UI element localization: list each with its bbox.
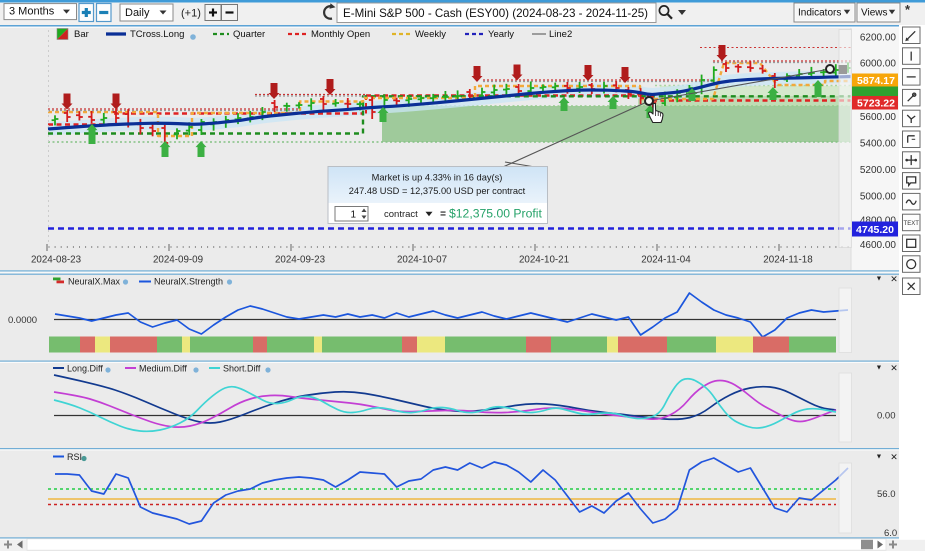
- svg-text:contract: contract: [384, 209, 418, 220]
- svg-text:E-Mini S&P 500 - Cash (ESY00): E-Mini S&P 500 - Cash (ESY00) (2024-08-2…: [343, 7, 648, 20]
- svg-text:2024-11-18: 2024-11-18: [763, 255, 813, 266]
- svg-text:TCross.Long: TCross.Long: [130, 29, 184, 40]
- svg-text:✕: ✕: [890, 452, 898, 462]
- svg-text:Weekly: Weekly: [415, 29, 446, 40]
- svg-text:2024-10-21: 2024-10-21: [519, 255, 569, 266]
- svg-text:NeuralX.Max: NeuralX.Max: [68, 277, 121, 287]
- svg-text:4600.00: 4600.00: [860, 240, 897, 251]
- svg-text:0.00: 0.00: [877, 411, 896, 422]
- svg-text:5874.17: 5874.17: [857, 75, 895, 87]
- svg-text:RSI: RSI: [67, 452, 82, 462]
- svg-text:✕: ✕: [890, 363, 898, 373]
- svg-text:Long.Diff: Long.Diff: [67, 364, 103, 374]
- svg-text:NeuralX.Strength: NeuralX.Strength: [154, 277, 223, 287]
- svg-text:Views: Views: [861, 8, 888, 19]
- svg-text:1: 1: [350, 210, 356, 221]
- svg-text:Quarter: Quarter: [233, 29, 265, 40]
- svg-text:2024-09-09: 2024-09-09: [153, 255, 203, 266]
- svg-text:0.0000: 0.0000: [8, 315, 37, 326]
- svg-text:56.0: 56.0: [877, 489, 896, 500]
- svg-text:5200.00: 5200.00: [860, 165, 897, 176]
- svg-text:✕: ✕: [890, 274, 898, 284]
- svg-text:▼: ▼: [876, 453, 883, 460]
- svg-text:Short.Diff: Short.Diff: [223, 364, 261, 374]
- svg-text:=: =: [440, 209, 446, 220]
- svg-text:4745.20: 4745.20: [856, 224, 894, 236]
- svg-text:2024-08-23: 2024-08-23: [31, 255, 82, 266]
- svg-text:▼: ▼: [876, 275, 883, 282]
- svg-text:2024-10-07: 2024-10-07: [397, 255, 447, 266]
- svg-text:Daily: Daily: [125, 7, 150, 19]
- svg-text:5723.22: 5723.22: [857, 98, 895, 110]
- svg-text:3 Months: 3 Months: [9, 6, 55, 18]
- svg-text:247.48 USD = 12,375.00 USD per: 247.48 USD = 12,375.00 USD per contract: [349, 186, 526, 196]
- svg-text:▼: ▼: [876, 364, 883, 371]
- svg-text:5400.00: 5400.00: [860, 139, 897, 150]
- svg-text:(+1): (+1): [181, 8, 201, 20]
- svg-text:Bar: Bar: [74, 29, 89, 40]
- svg-text:6200.00: 6200.00: [860, 33, 897, 44]
- svg-text:$12,375.00 Profit: $12,375.00 Profit: [449, 207, 542, 221]
- svg-text:Line2: Line2: [549, 29, 572, 40]
- svg-text:Medium.Diff: Medium.Diff: [139, 364, 187, 374]
- svg-text:4800.00: 4800.00: [860, 216, 897, 227]
- svg-text:2024-11-04: 2024-11-04: [641, 255, 691, 266]
- svg-text:Yearly: Yearly: [488, 29, 514, 40]
- svg-text:Indicators: Indicators: [798, 8, 841, 19]
- svg-text:5000.00: 5000.00: [860, 192, 897, 203]
- svg-text:Market is up 4.33% in 16 day(s: Market is up 4.33% in 16 day(s): [372, 173, 503, 183]
- svg-text:TEXT: TEXT: [904, 221, 920, 227]
- svg-text:2024-09-23: 2024-09-23: [275, 255, 326, 266]
- svg-text:Monthly Open: Monthly Open: [311, 29, 370, 40]
- svg-text:6000.00: 6000.00: [860, 59, 897, 70]
- svg-text:*: *: [905, 2, 911, 17]
- svg-text:5600.00: 5600.00: [860, 112, 897, 123]
- svg-text:6.0: 6.0: [884, 528, 897, 539]
